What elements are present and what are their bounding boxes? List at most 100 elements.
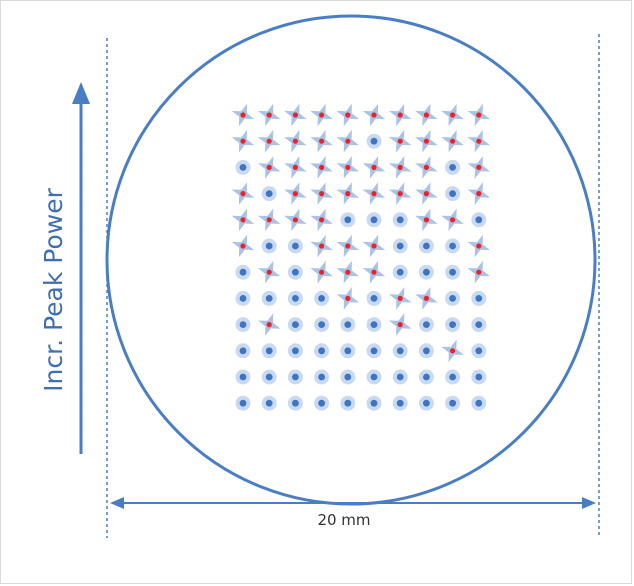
damaged-spot — [336, 234, 360, 258]
damaged-spot — [336, 103, 360, 127]
damage-core — [345, 295, 351, 301]
intact-spot — [261, 395, 277, 411]
spot-core — [423, 373, 430, 381]
sample-circle — [105, 14, 597, 506]
damaged-spot — [467, 182, 491, 205]
damage-core — [476, 243, 482, 249]
spot-core — [318, 321, 325, 328]
damage-core — [319, 112, 325, 118]
dimension-arrow-right-head — [582, 497, 596, 509]
damaged-spot — [310, 182, 333, 205]
damage-core — [345, 138, 351, 144]
spot-core — [370, 399, 378, 407]
damage-core — [266, 164, 272, 170]
damaged-spot — [336, 129, 360, 153]
intact-spot — [366, 369, 382, 385]
intact-spot — [235, 395, 251, 411]
spot-core — [449, 321, 456, 328]
spot-core — [344, 321, 352, 328]
damaged-spot — [231, 182, 255, 205]
spot-core — [396, 242, 404, 250]
damage-core — [319, 269, 325, 275]
damage-core — [240, 243, 246, 249]
intact-spot — [445, 186, 461, 202]
intact-spot — [392, 238, 408, 254]
damage-core — [240, 112, 246, 118]
damage-core — [319, 191, 325, 197]
damage-core — [345, 191, 351, 197]
damage-core — [292, 112, 298, 118]
intact-spot — [366, 343, 382, 359]
damage-core — [397, 164, 403, 170]
spot-core — [370, 295, 378, 302]
damage-core — [266, 112, 272, 118]
spot-core — [239, 164, 247, 171]
spot-core — [265, 295, 273, 302]
intact-spot — [445, 369, 461, 385]
damage-core — [319, 138, 325, 144]
spot-core — [239, 347, 247, 355]
damaged-spot — [257, 156, 281, 179]
spot-core — [344, 373, 352, 381]
damage-core — [423, 217, 429, 223]
intact-spot — [340, 395, 356, 411]
spot-core — [344, 347, 352, 355]
damaged-spot — [415, 182, 438, 205]
intact-spot — [261, 343, 277, 359]
spot-core — [396, 399, 404, 407]
damage-core — [397, 138, 403, 144]
spot-core — [396, 373, 404, 381]
damage-core — [397, 112, 403, 118]
spot-core — [370, 347, 378, 355]
intact-spot — [418, 317, 434, 333]
spot-core — [318, 399, 325, 407]
damage-core — [266, 217, 272, 223]
spot-core — [239, 295, 247, 302]
intact-spot — [235, 159, 251, 175]
spot-core — [239, 399, 247, 407]
spot-core — [370, 137, 378, 145]
damaged-spot — [388, 182, 412, 205]
damage-core — [371, 269, 377, 275]
intact-spot — [261, 290, 277, 306]
damage-core — [266, 138, 272, 144]
intact-spot — [287, 264, 303, 280]
damage-core — [476, 269, 482, 275]
spot-core — [292, 242, 299, 250]
intact-spot — [261, 186, 277, 202]
damaged-spot — [388, 287, 412, 310]
damaged-spot — [257, 103, 281, 127]
damaged-spot — [441, 208, 464, 232]
spot-core — [475, 321, 483, 328]
damage-core — [423, 191, 429, 197]
damaged-spot — [310, 234, 333, 258]
spot-core — [265, 399, 273, 407]
spot-core — [239, 373, 247, 381]
peak-power-arrow-head — [72, 82, 90, 104]
damage-core — [476, 164, 482, 170]
intact-spot — [287, 343, 303, 359]
damaged-spot — [231, 208, 255, 232]
spot-core — [318, 347, 325, 355]
spot-core — [370, 321, 378, 328]
damaged-spot — [415, 103, 438, 127]
damaged-spot — [310, 208, 333, 232]
intact-spot — [261, 238, 277, 254]
spot-core — [449, 164, 456, 171]
damaged-spot — [467, 129, 491, 153]
intact-spot — [366, 133, 382, 149]
intact-spot — [235, 264, 251, 280]
intact-spot — [235, 369, 251, 385]
damaged-spot — [257, 313, 281, 336]
intact-spot — [418, 238, 434, 254]
damage-core — [423, 138, 429, 144]
spot-core — [396, 268, 404, 276]
damage-core — [371, 112, 377, 118]
intact-spot — [392, 264, 408, 280]
damaged-spot — [415, 129, 438, 153]
intact-spot — [340, 343, 356, 359]
intact-spot — [471, 212, 487, 228]
spot-core — [449, 373, 456, 381]
damaged-spot — [362, 156, 386, 179]
